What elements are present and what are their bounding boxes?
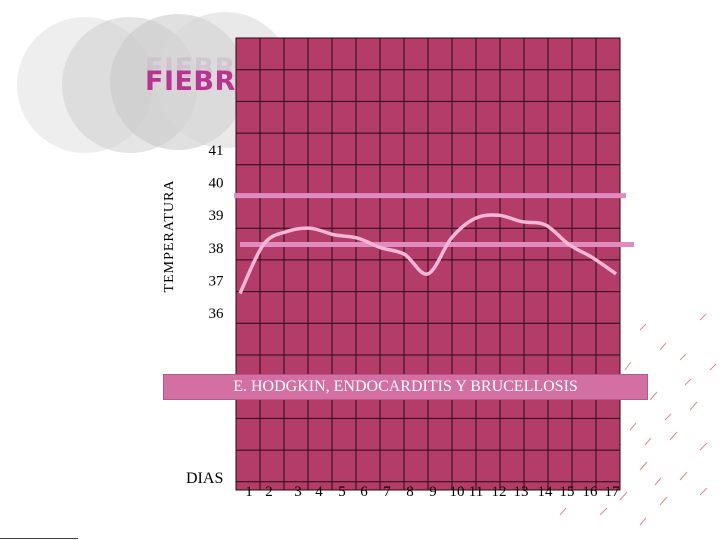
x-tick-label: 3 — [294, 484, 302, 500]
x-tick-label: 13 — [514, 484, 529, 500]
y-tick-labels: 36 37 38 39 40 41 — [209, 143, 225, 322]
diagnosis-banner: E. HODGKIN, ENDOCARDITIS Y BRUCELLOSIS — [163, 374, 648, 400]
x-tick-label: 2 — [265, 484, 273, 500]
y-tick-label: 38 — [209, 241, 224, 257]
x-tick-label: 14 — [538, 484, 554, 500]
x-tick-label: 5 — [338, 484, 346, 500]
x-tick-label: 9 — [429, 484, 437, 500]
x-tick-label: 7 — [383, 484, 391, 500]
y-tick-label: 36 — [209, 306, 225, 322]
temperature-curve — [238, 213, 617, 295]
footer-rule — [0, 538, 78, 539]
x-tick-label: 17 — [605, 484, 621, 500]
y-tick-label: 39 — [209, 208, 224, 224]
x-axis-label: DIAS — [186, 470, 224, 487]
x-tick-label: 15 — [560, 484, 575, 500]
y-axis-label: TEMPERATURA — [162, 179, 177, 293]
x-tick-label: 12 — [492, 484, 507, 500]
x-tick-label: 16 — [583, 484, 599, 500]
x-tick-label: 1 — [245, 484, 253, 500]
y-tick-label: 37 — [209, 273, 225, 289]
x-tick-label: 8 — [406, 484, 414, 500]
y-tick-label: 40 — [209, 176, 224, 192]
x-tick-label: 11 — [469, 484, 483, 500]
grid — [235, 37, 621, 491]
x-tick-label: 4 — [315, 484, 323, 500]
y-tick-label: 41 — [209, 143, 224, 159]
x-tick-labels: 1 2 3 4 5 6 7 8 9 10 11 12 13 14 15 16 17 — [245, 484, 620, 500]
x-tick-label: 10 — [450, 484, 465, 500]
x-tick-label: 6 — [360, 484, 368, 500]
